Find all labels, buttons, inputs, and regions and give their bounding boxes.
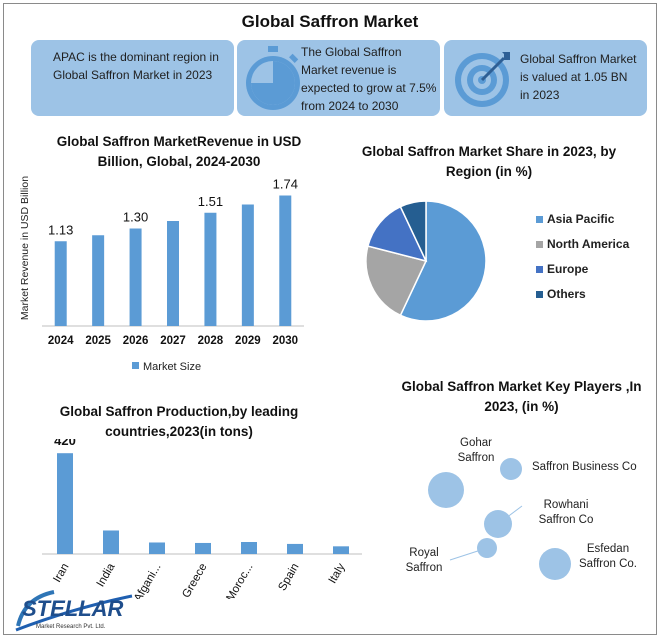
x-tick-label: 2026 — [123, 335, 149, 347]
stopwatch-icon — [246, 46, 300, 110]
kpi-card-dominant-region: APAC is the dominant region in Global Sa… — [31, 40, 234, 116]
x-tick-label: 2024 — [48, 335, 74, 347]
bar-2024 — [54, 241, 67, 326]
x-tick-label: 2027 — [160, 335, 186, 347]
pie-slice-europe — [366, 205, 428, 263]
bar-2029 — [241, 204, 254, 326]
bubble-gohar-saffron — [428, 472, 464, 508]
x-tick-label: 2030 — [272, 335, 298, 347]
legend-swatch-others — [536, 291, 543, 298]
legend-label: Europe — [547, 262, 589, 276]
logo-tagline: Market Research Pvt. Ltd. — [36, 624, 106, 630]
kpi-text: APAC is the dominant region in Global Sa… — [53, 50, 219, 82]
x-tick-label: 2025 — [85, 335, 111, 347]
page-title: Global Saffron Market — [241, 12, 419, 31]
legend-swatch-market-size — [132, 362, 139, 369]
x-tick-label: Greece — [180, 562, 209, 600]
legend-swatch-north-america — [536, 241, 543, 248]
bubble-label: Saffron Business Co — [532, 461, 637, 473]
bubble-label: Saffron Co. — [579, 558, 637, 570]
bar-spain — [287, 543, 303, 554]
x-tick-label: Iran — [51, 562, 71, 585]
bubble-label: Saffron — [458, 452, 495, 464]
target-icon — [455, 52, 510, 107]
bar-2028 — [204, 212, 217, 326]
kpi-card-growth: The Global Saffron Market revenue is exp… — [237, 40, 440, 116]
kpi-card-valuation: Global Saffron Market is valued at 1.05 … — [444, 40, 647, 116]
bubble-label: Gohar — [460, 437, 492, 449]
region-share-chart-title: Global Saffron Market Share in 2023, by … — [361, 144, 617, 179]
kpi-text: Global Saffron Market is valued at 1.05 … — [520, 52, 637, 102]
bar-2025 — [92, 235, 105, 326]
bubble-saffron-business-co — [500, 458, 522, 480]
region-share-pie-chart: Asia Pacific North America Europe Others — [365, 200, 630, 322]
bar-afgani — [149, 542, 165, 554]
x-tick-label: 2028 — [198, 335, 224, 347]
legend-label: Others — [547, 287, 586, 301]
kpi-text: The Global Saffron Market revenue is exp… — [301, 45, 437, 113]
bar-italy — [333, 546, 349, 554]
data-label-iran: 420 — [54, 439, 76, 448]
x-tick-label: 2029 — [235, 335, 261, 347]
legend-label-market-size: Market Size — [143, 361, 201, 373]
legend-label: North America — [547, 237, 630, 251]
bubble-label: Royal — [409, 547, 438, 559]
pie-slice-others — [399, 200, 427, 262]
revenue-bar-chart: Market Revenue in USD Billion 2024 1.13 202… — [19, 176, 304, 373]
stellar-logo: STELLAR Market Research Pvt. Ltd. — [15, 590, 133, 632]
bar-greece — [195, 542, 211, 554]
bar-2027 — [167, 221, 179, 326]
pie-slice-asia-pacific — [399, 200, 487, 322]
bubble-label: Saffron Co — [539, 514, 594, 526]
x-tick-label: Italy — [327, 561, 348, 585]
x-tick-label: Moroc... — [224, 562, 255, 600]
bar-india — [103, 530, 119, 554]
bubble-rowhani-saffron-co — [484, 510, 512, 538]
legend-label: Asia Pacific — [547, 212, 615, 226]
key-players-chart-title: Global Saffron Market Key Players ,In 20… — [401, 379, 642, 414]
bar-moroc — [241, 542, 257, 554]
infographic-frame: Global Saffron Market APAC is the domina… — [3, 3, 657, 635]
y-axis-label: Market Revenue in USD Billion — [19, 176, 31, 320]
logo-name: STELLAR — [22, 596, 124, 621]
production-chart-title: Global Saffron Production,by leading cou… — [59, 404, 299, 439]
x-tick-label: Spain — [276, 562, 301, 593]
key-players-bubble-chart: Gohar Saffron Saffron Business Co Rowhani Sa… — [406, 437, 637, 580]
bubble-label: Rowhani — [544, 499, 589, 511]
bubble-esfedan-saffron-co- — [539, 548, 571, 580]
legend-swatch-europe — [536, 266, 543, 273]
bubble-label: Esfedan — [587, 543, 629, 555]
legend-swatch-asia-pacific — [536, 216, 543, 223]
data-label-2024: 1.13 — [48, 222, 73, 237]
bar-2026 — [129, 228, 142, 326]
x-tick-label: Afgani... — [132, 562, 163, 600]
revenue-chart-title: Global Saffron MarketRevenue in USD Bill… — [56, 134, 302, 169]
bar-iran — [57, 453, 73, 554]
bubble-royal-saffron — [477, 538, 497, 558]
bubble-label: Saffron — [406, 562, 443, 574]
data-label-2030: 1.74 — [273, 177, 298, 192]
data-label-2028: 1.51 — [198, 194, 223, 209]
production-bar-chart: Iran 420 India Afgani... Greece Moroc... Spain… — [42, 439, 362, 600]
pie-slice-north-america — [365, 245, 428, 317]
x-tick-label: India — [95, 561, 118, 589]
data-label-2026: 1.30 — [123, 210, 148, 225]
bar-2030 — [279, 195, 292, 326]
